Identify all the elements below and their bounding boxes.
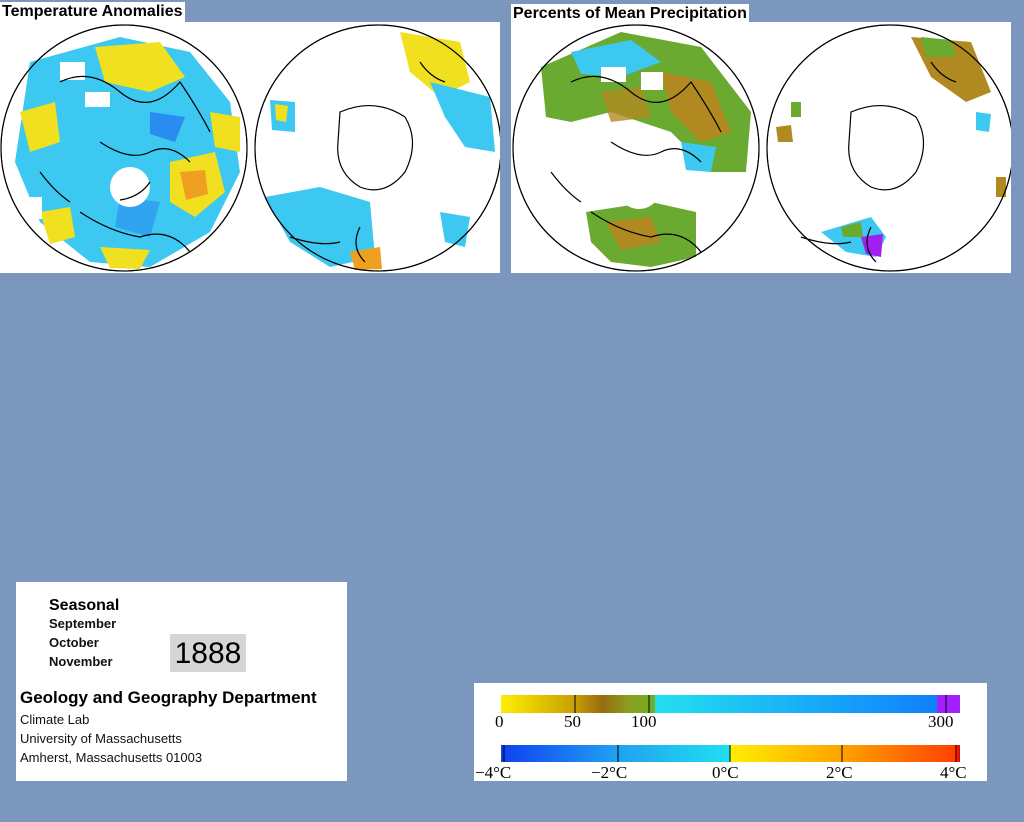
month-label: September	[49, 616, 117, 631]
temp-tick-label: −4°C	[475, 763, 511, 781]
month-label: October	[49, 635, 99, 650]
precipitation-southern-hemisphere-globe	[766, 24, 1011, 272]
month-label: November	[49, 654, 113, 669]
temperature-map-panel	[0, 22, 500, 273]
temp-tick-label: 0°C	[712, 763, 739, 781]
temperature-northern-hemisphere-globe	[0, 24, 248, 272]
precip-tick-label: 100	[631, 712, 657, 731]
temperature-southern-hemisphere-globe	[254, 24, 500, 272]
address-line: University of Massachusetts	[20, 731, 182, 746]
temp-tick-label: 2°C	[826, 763, 853, 781]
year-label: 1888	[170, 634, 246, 672]
precipitation-panel-title: Percents of Mean Precipitation	[511, 4, 749, 24]
temperature-panel-title: Temperature Anomalies	[0, 2, 185, 22]
department-name: Geology and Geography Department	[20, 688, 317, 707]
info-box: Seasonal September October November 1888…	[16, 582, 347, 781]
address-line: Climate Lab	[20, 712, 90, 727]
color-legend-box: 0 50 100 300 −4°C −2°C 0°C 2°C 4°C	[474, 683, 987, 781]
precip-tick-label: 300	[928, 712, 954, 731]
address-line: Amherst, Massachusetts 01003	[20, 750, 203, 765]
precipitation-northern-hemisphere-globe	[512, 24, 760, 272]
temp-tick-label: 4°C	[940, 763, 967, 781]
temp-tick-label: −2°C	[591, 763, 627, 781]
season-title: Seasonal	[49, 597, 120, 614]
precip-tick-label: 50	[564, 712, 581, 731]
precip-tick-label: 0	[495, 712, 504, 731]
precipitation-map-panel	[511, 22, 1011, 273]
precipitation-color-bar: 0 50 100 300	[495, 695, 960, 731]
temperature-color-bar: −4°C −2°C 0°C 2°C 4°C	[475, 745, 967, 781]
